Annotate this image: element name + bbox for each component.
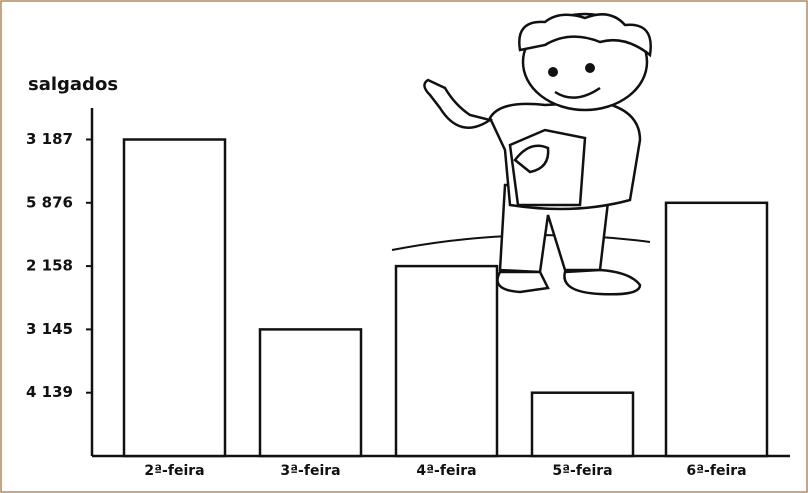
x-tick-label: 3ª-feira [280, 463, 340, 479]
x-tick-label: 6ª-feira [686, 463, 746, 479]
y-tick-label: 3 187 [26, 130, 73, 148]
bar [122, 138, 227, 458]
y-tick-label: 3 145 [26, 320, 73, 338]
x-tick-label: 2ª-feira [144, 463, 204, 479]
bar [664, 201, 769, 458]
bar [530, 391, 635, 458]
boy-illustration [391, 12, 652, 296]
y-tick-label: 2 158 [26, 257, 73, 275]
y-tick-label: 4 139 [26, 383, 73, 401]
x-tick-label: 5ª-feira [552, 463, 612, 479]
y-axis-label: salgados [28, 74, 118, 95]
x-tick-label: 4ª-feira [416, 463, 476, 479]
bar [394, 264, 499, 458]
y-tick-label: 5 876 [26, 193, 73, 211]
bar [258, 328, 363, 458]
